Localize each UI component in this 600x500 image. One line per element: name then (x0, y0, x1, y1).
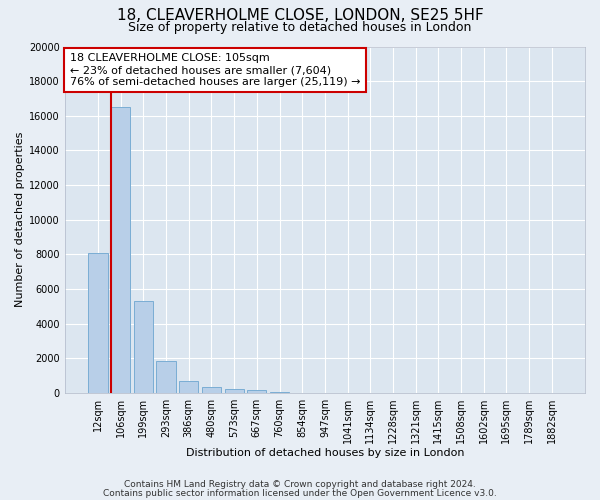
Text: 18 CLEAVERHOLME CLOSE: 105sqm
← 23% of detached houses are smaller (7,604)
76% o: 18 CLEAVERHOLME CLOSE: 105sqm ← 23% of d… (70, 54, 361, 86)
Bar (157, 361, 176, 393)
Text: Size of property relative to detached houses in London: Size of property relative to detached ho… (128, 21, 472, 34)
Text: Contains HM Land Registry data © Crown copyright and database right 2024.: Contains HM Land Registry data © Crown c… (124, 480, 476, 489)
Bar (134, 301, 153, 393)
Bar (224, 389, 244, 393)
Bar (88, 252, 108, 393)
X-axis label: Distribution of detached houses by size in London: Distribution of detached houses by size … (185, 448, 464, 458)
Text: 18, CLEAVERHOLME CLOSE, LONDON, SE25 5HF: 18, CLEAVERHOLME CLOSE, LONDON, SE25 5HF (116, 8, 484, 22)
Bar (202, 387, 221, 393)
Bar (179, 381, 199, 393)
Text: Contains public sector information licensed under the Open Government Licence v3: Contains public sector information licen… (103, 490, 497, 498)
Bar (270, 392, 289, 393)
Bar (111, 107, 130, 393)
Y-axis label: Number of detached properties: Number of detached properties (15, 132, 25, 308)
Bar (247, 390, 266, 393)
